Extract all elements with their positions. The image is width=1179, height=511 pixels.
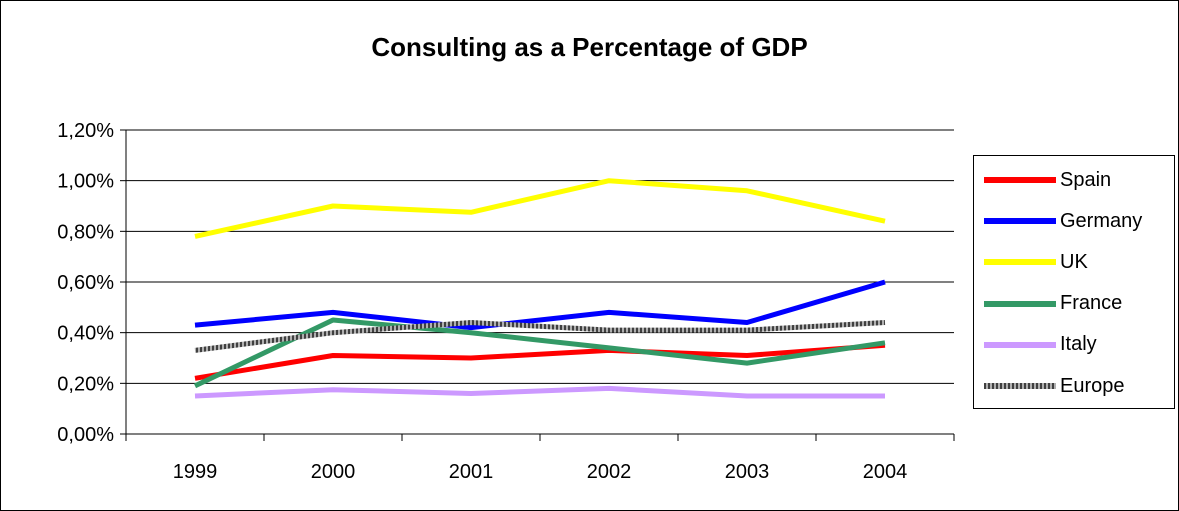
x-tick-label: 2001: [449, 461, 494, 483]
legend-swatch: [984, 177, 1056, 183]
y-tick-label: 1,00%: [57, 171, 114, 193]
series-line-uk: [194, 178, 886, 239]
legend-swatch: [984, 341, 1056, 348]
series-line-spain: [194, 342, 886, 381]
legend-label: Italy: [1060, 333, 1097, 356]
x-tick-label: 2002: [587, 461, 632, 483]
legend-item-uk: UK: [984, 249, 1088, 275]
y-tick-label: 0,80%: [57, 221, 114, 243]
y-tick-label: 0,40%: [57, 323, 114, 345]
series-line-italy: [194, 385, 885, 399]
y-tick-label: 0,00%: [57, 424, 114, 446]
y-tick-label: 1,20%: [57, 120, 114, 142]
legend-swatch: [984, 218, 1056, 225]
legend-label: France: [1060, 292, 1123, 315]
legend-item-germany: Germany: [984, 208, 1142, 234]
legend: Spain Germany UK France Italy Europe: [973, 155, 1175, 409]
legend-item-italy: Italy: [984, 332, 1097, 358]
y-tick-label: 0,20%: [57, 373, 114, 395]
legend-label: Germany: [1060, 209, 1143, 232]
y-tick-label: 0,60%: [57, 272, 114, 294]
series-line-europe: [194, 320, 886, 353]
legend-swatch: [984, 300, 1056, 307]
chart-title: Consulting as a Percentage of GDP: [371, 32, 808, 62]
x-tick-label: 1999: [173, 461, 218, 483]
x-tick-label: 2004: [863, 461, 908, 483]
legend-item-france: France: [984, 291, 1122, 317]
legend-swatch: [984, 383, 1056, 389]
x-tick-label: 2003: [725, 461, 770, 483]
legend-label: UK: [1060, 250, 1088, 273]
legend-item-spain: Spain: [984, 167, 1111, 193]
series-line-france: [193, 317, 886, 389]
legend-label: Spain: [1060, 168, 1112, 191]
legend-swatch: [984, 259, 1056, 266]
x-tick-label: 2000: [311, 461, 356, 483]
legend-item-europe: Europe: [984, 373, 1125, 399]
series-line-germany: [194, 279, 886, 331]
legend-label: Europe: [1060, 374, 1125, 397]
